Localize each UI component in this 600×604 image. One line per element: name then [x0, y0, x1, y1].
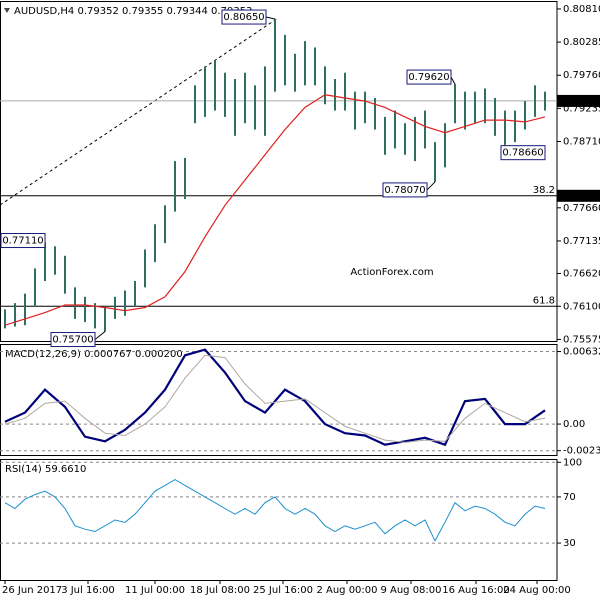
y-tick-label: 0.77135: [563, 236, 600, 247]
y-tick-label: 0.75575: [563, 334, 600, 345]
price-tag-label: 0.77850: [560, 191, 600, 202]
annotation-box: [221, 9, 267, 25]
moving-average: [4, 94, 546, 326]
level-label: 38.2: [533, 185, 555, 196]
indicator-line: [4, 479, 546, 542]
panel-title: MACD(12,26,9) 0.000767 0.000200: [5, 349, 183, 360]
annotation-box: [500, 145, 546, 161]
x-tick-label: 25 Jul 16:00: [253, 585, 313, 596]
annotation-label: 0.79620: [408, 72, 449, 83]
annotation-box: [382, 182, 428, 198]
annotation-label: 0.78660: [502, 148, 543, 159]
annotation-leader: [426, 181, 436, 191]
annotation-label: 0.80650: [223, 12, 264, 23]
macd-panel: [0, 344, 558, 456]
y-tick-label: 0.79235: [563, 103, 600, 114]
price-tag-label: 0.79353: [560, 96, 600, 107]
panel-title: AUDUSD,H4 0.79352 0.79355 0.79344 0.7935…: [14, 6, 252, 17]
price-tag: [557, 189, 600, 202]
x-tick-label: 11 Jul 00:00: [125, 585, 185, 596]
y-tick-label: 30: [563, 538, 576, 549]
annotation-box: [50, 332, 96, 348]
watermark: ActionForex.com: [350, 267, 433, 278]
x-tick-label: 16 Aug 16:00: [442, 585, 509, 596]
x-tick-label: 26 Jun 2017: [2, 585, 62, 596]
y-tick-label: -0.002324: [563, 446, 600, 457]
annotation-label: 0.78070: [384, 185, 425, 196]
x-tick-label: 18 Jul 08:00: [190, 585, 250, 596]
annotation-leader: [265, 16, 276, 20]
y-tick-label: 100: [563, 457, 582, 468]
annotation-leader: [94, 331, 106, 340]
panel-title: RSI(14) 59.6610: [5, 464, 86, 475]
rsi-panel: [0, 459, 558, 581]
x-tick-label: 9 Aug 08:00: [380, 585, 441, 596]
annotation-label: 0.75700: [52, 335, 93, 346]
annotation-box: [406, 69, 452, 85]
y-tick-label: 0.00: [563, 419, 585, 430]
price-tag: [557, 94, 600, 107]
y-tick-label: 70: [563, 492, 576, 503]
symbol-icon: [4, 8, 10, 13]
x-tick-label: 3 Jul 16:00: [61, 585, 115, 596]
price-panel: [0, 1, 558, 342]
annotation-box: [0, 233, 46, 249]
indicator-line: [4, 348, 546, 447]
annotation-leader: [450, 76, 456, 85]
trend-line: [0, 17, 279, 206]
y-tick-label: 0.80285: [563, 37, 600, 48]
indicator-line: [4, 354, 546, 443]
x-tick-label: 2 Aug 00:00: [316, 585, 377, 596]
y-tick-label: 0.006329: [563, 347, 600, 358]
level-label: 61.8: [533, 295, 555, 306]
annotation-label: 0.77110: [2, 236, 43, 247]
x-tick-label: 24 Aug 00:00: [503, 585, 570, 596]
